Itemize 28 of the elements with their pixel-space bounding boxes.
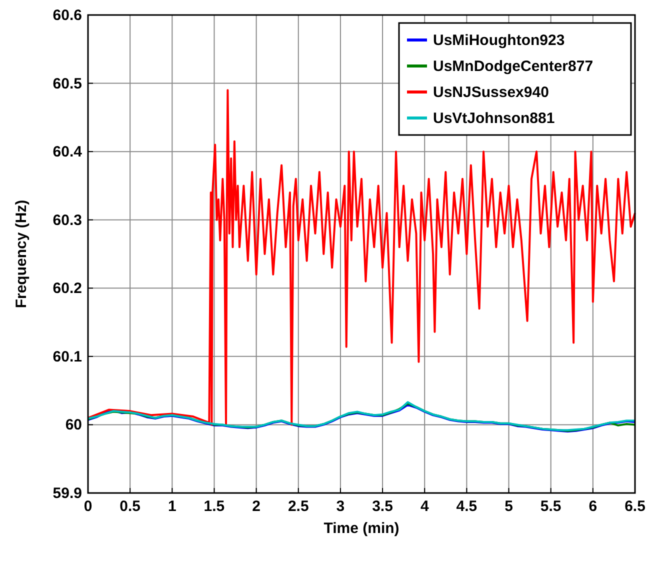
x-tick-label: 6.5 (624, 498, 646, 515)
y-tick-label: 60.1 (52, 348, 82, 366)
x-tick-label: 3 (336, 498, 345, 515)
y-tick-label: 59.9 (52, 485, 82, 502)
x-tick-label: 0.5 (120, 498, 141, 515)
x-tick-label: 2.5 (288, 498, 309, 515)
y-tick-label: 60.5 (52, 75, 82, 92)
x-tick-label: 6 (588, 498, 598, 515)
x-axis-title: Time (min) (324, 520, 400, 537)
x-tick-label: 1.5 (204, 498, 225, 515)
x-tick-label: 5.5 (540, 498, 562, 515)
y-tick-label: 60 (65, 416, 82, 434)
y-tick-label: 60.3 (52, 212, 82, 229)
x-tick-label: 1 (168, 498, 176, 515)
y-axis-title: Frequency (Hz) (13, 200, 30, 308)
x-tick-label: 4.5 (456, 498, 478, 515)
legend-label: UsNJSussex940 (433, 84, 549, 101)
y-tick-label: 60.4 (52, 144, 83, 161)
x-tick-label: 3.5 (372, 498, 393, 515)
x-tick-label: 5 (504, 498, 513, 515)
legend-label: UsVtJohnson881 (433, 110, 555, 127)
legend-label: UsMiHoughton923 (433, 32, 565, 49)
y-tick-label: 60.2 (52, 280, 82, 298)
y-tick-label: 60.6 (52, 7, 82, 24)
x-tick-label: 0 (84, 498, 92, 515)
x-tick-label: 2 (252, 498, 260, 515)
legend-label: UsMnDodgeCenter877 (433, 58, 594, 75)
x-tick-label: 4 (420, 498, 430, 515)
